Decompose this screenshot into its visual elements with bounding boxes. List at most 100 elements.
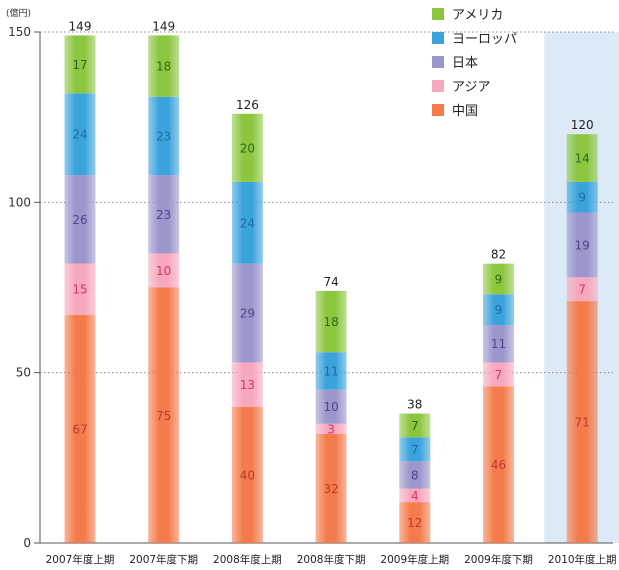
- segment-value-label: 23: [156, 129, 171, 143]
- segment-value-label: 13: [240, 378, 255, 392]
- bar-segment: [64, 93, 96, 176]
- segment-value-label: 7: [578, 283, 586, 297]
- bar-segment: [483, 294, 514, 325]
- bar-segment: [231, 181, 263, 264]
- bar-segment: [315, 389, 347, 424]
- segment-value-label: 9: [495, 303, 503, 317]
- bar-segment: [64, 314, 96, 543]
- segment-value-label: 46: [491, 458, 506, 472]
- bar-segment: [148, 35, 180, 97]
- x-category-label: 2009年度下期: [464, 553, 533, 566]
- legend-swatch: [432, 80, 444, 92]
- bar-segment: [64, 35, 96, 94]
- segment-value-label: 19: [575, 238, 590, 252]
- x-category-label: 2007年度下期: [129, 553, 198, 566]
- bar-segment: [148, 287, 180, 543]
- bar-segment: [231, 263, 263, 363]
- segment-value-label: 4: [411, 489, 419, 503]
- bar-segment: [483, 324, 514, 363]
- bar-segment: [148, 175, 180, 254]
- bar-segment: [399, 502, 431, 543]
- bar-segment: [148, 96, 180, 176]
- bar-segment: [483, 362, 514, 387]
- segment-value-label: 26: [72, 213, 87, 227]
- bar-segment: [399, 461, 431, 489]
- bar-segment: [148, 253, 180, 288]
- bar-segment: [399, 413, 431, 438]
- bar-total-label: 74: [323, 275, 338, 289]
- bar-segment: [566, 301, 598, 543]
- segment-value-label: 12: [407, 516, 422, 530]
- bar-total-label: 120: [571, 118, 594, 132]
- bar-segment: [231, 362, 263, 407]
- bar-total-label: 82: [491, 248, 506, 262]
- bar-segment: [399, 488, 431, 503]
- segment-value-label: 18: [323, 315, 338, 329]
- segment-value-label: 10: [156, 264, 171, 278]
- segment-value-label: 15: [72, 283, 87, 297]
- bar-segment: [483, 263, 514, 295]
- segment-value-label: 75: [156, 409, 171, 423]
- bar-segment: [315, 352, 347, 390]
- segment-value-label: 23: [156, 208, 171, 222]
- segment-value-label: 7: [411, 443, 419, 457]
- bar-total-label: 38: [407, 398, 422, 412]
- segment-value-label: 9: [578, 191, 586, 205]
- y-unit-label: (億円): [6, 7, 31, 19]
- segment-value-label: 29: [240, 307, 255, 321]
- segment-value-label: 67: [72, 422, 87, 436]
- legend-swatch: [432, 56, 444, 68]
- segment-value-label: 18: [156, 60, 171, 74]
- x-category-label: 2007年度上期: [46, 553, 115, 566]
- segment-value-label: 7: [411, 419, 419, 433]
- segment-value-label: 71: [575, 416, 590, 430]
- bar-segment: [399, 437, 431, 462]
- y-tick-label: 100: [8, 195, 31, 209]
- bar-segment: [64, 263, 96, 315]
- bar-total-label: 149: [152, 19, 175, 33]
- segment-value-label: 7: [495, 368, 503, 382]
- legend-label: 日本: [452, 56, 478, 71]
- bar-segment: [566, 277, 598, 302]
- segment-value-label: 9: [495, 272, 503, 286]
- bar-segment: [64, 175, 96, 264]
- legend-swatch: [432, 32, 444, 44]
- segment-value-label: 24: [72, 128, 87, 142]
- segment-value-label: 14: [575, 152, 590, 166]
- segment-value-label: 17: [72, 58, 87, 72]
- bar-segment: [566, 134, 598, 182]
- bar-segment: [231, 113, 263, 182]
- legend-label: ヨーロッパ: [452, 32, 517, 47]
- segment-value-label: 11: [323, 364, 338, 378]
- x-category-label: 2008年度上期: [213, 553, 282, 566]
- segment-value-label: 8: [411, 468, 419, 482]
- segment-value-label: 10: [323, 400, 338, 414]
- bar-segment: [483, 386, 514, 543]
- legend-label: アメリカ: [452, 8, 503, 23]
- legend-swatch: [432, 8, 444, 20]
- y-tick-label: 50: [16, 366, 31, 380]
- bar-segment: [315, 290, 347, 353]
- segment-value-label: 11: [491, 337, 506, 351]
- segment-value-label: 24: [240, 216, 255, 230]
- x-category-label: 2010年度上期: [548, 553, 617, 566]
- segment-value-label: 20: [240, 141, 255, 155]
- y-tick-label: 0: [23, 536, 31, 550]
- legend-label: アジア: [452, 80, 490, 95]
- legend-swatch: [432, 104, 444, 116]
- bar-total-label: 149: [69, 19, 92, 33]
- bar-segment: [566, 181, 598, 213]
- bar-segment: [566, 212, 598, 278]
- bar-segment: [231, 406, 263, 543]
- y-tick-label: 150: [8, 25, 31, 39]
- segment-value-label: 32: [323, 482, 338, 496]
- segment-value-label: 3: [327, 422, 335, 436]
- legend-label: 中国: [452, 104, 478, 119]
- x-category-label: 2009年度上期: [380, 553, 449, 566]
- x-category-label: 2008年度下期: [297, 553, 366, 566]
- bar-segment: [315, 423, 347, 434]
- bar-total-label: 126: [236, 98, 259, 112]
- segment-value-label: 40: [240, 468, 255, 482]
- bar-segment: [315, 433, 347, 543]
